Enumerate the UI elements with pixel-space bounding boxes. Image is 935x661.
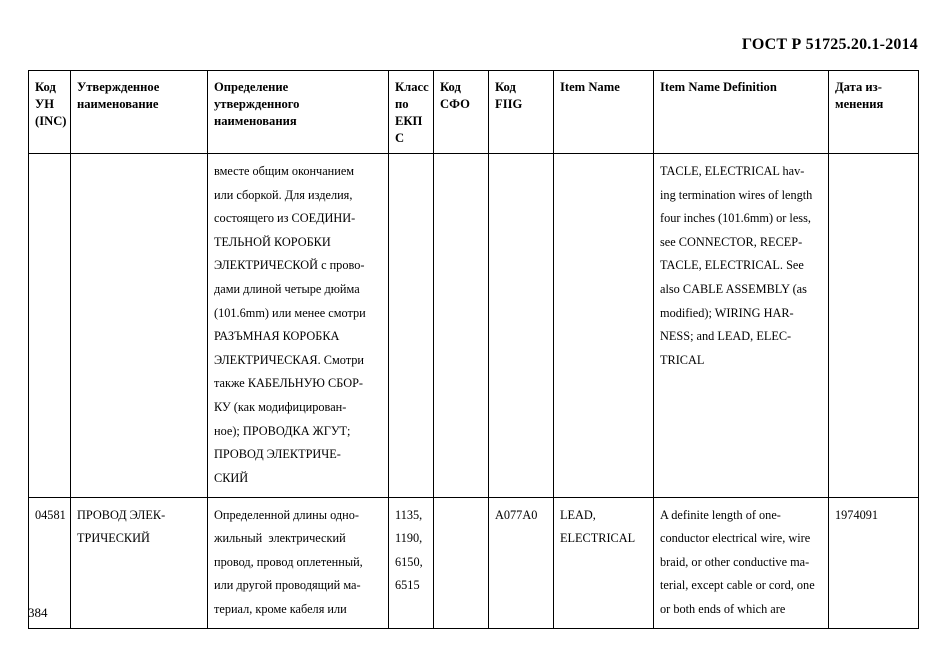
cell-ekps: 1135, 1190, 6150, 6515 [388,496,434,629]
cell-date [828,153,919,498]
cell-definition: вместе общим окончанием или сборкой. Для … [207,153,389,498]
cell-item-name-definition: TACLE, ELECTRICAL hav-ing termination wi… [653,153,829,498]
standard-header: ГОСТ Р 51725.20.1-2014 [741,36,918,53]
column-header-sfo: Код СФО [433,70,489,154]
column-header-inc: Код УН (INC) [28,70,71,154]
column-header-def: Определение утвержденного наименования [207,70,389,154]
cell-item-name [553,153,654,498]
column-header-fiig: Код FIIG [488,70,554,154]
column-header-ekps: Класс по ЕКП С [388,70,434,154]
table-header-row: Код УН (INC) Утвержденное наименование Опре… [28,70,919,154]
table-row: вместе общим окончанием или сборкой. Для … [28,153,919,498]
nomenclature-table: Код УН (INC) Утвержденное наименование Опре… [28,70,919,629]
column-header-name: Утвержденное наименование [70,70,208,154]
cell-ekps [388,153,434,498]
cell-date: 1974091 [828,496,919,629]
column-header-item-name-definition: Item Name Definition [653,70,829,154]
cell-inc: 04581 [28,496,71,629]
cell-item-name: LEAD, ELECTRICAL [553,496,654,629]
cell-fiig [488,153,554,498]
cell-fiig: A077A0 [488,496,554,629]
cell-definition: Определенной длины одно-жильный электрич… [207,496,389,629]
page-number: 384 [28,605,48,620]
cell-name: ПРОВОД ЭЛЕК- ТРИЧЕСКИЙ [70,496,208,629]
table-row: 04581 ПРОВОД ЭЛЕК- ТРИЧЕСКИЙ Определенной… [28,496,919,629]
cell-item-name-definition: A definite length of one-conductor elect… [653,496,829,629]
cell-sfo [433,153,489,498]
column-header-date: Дата из-менения [828,70,919,154]
cell-name [70,153,208,498]
column-header-item-name: Item Name [553,70,654,154]
cell-sfo [433,496,489,629]
cell-inc [28,153,71,498]
